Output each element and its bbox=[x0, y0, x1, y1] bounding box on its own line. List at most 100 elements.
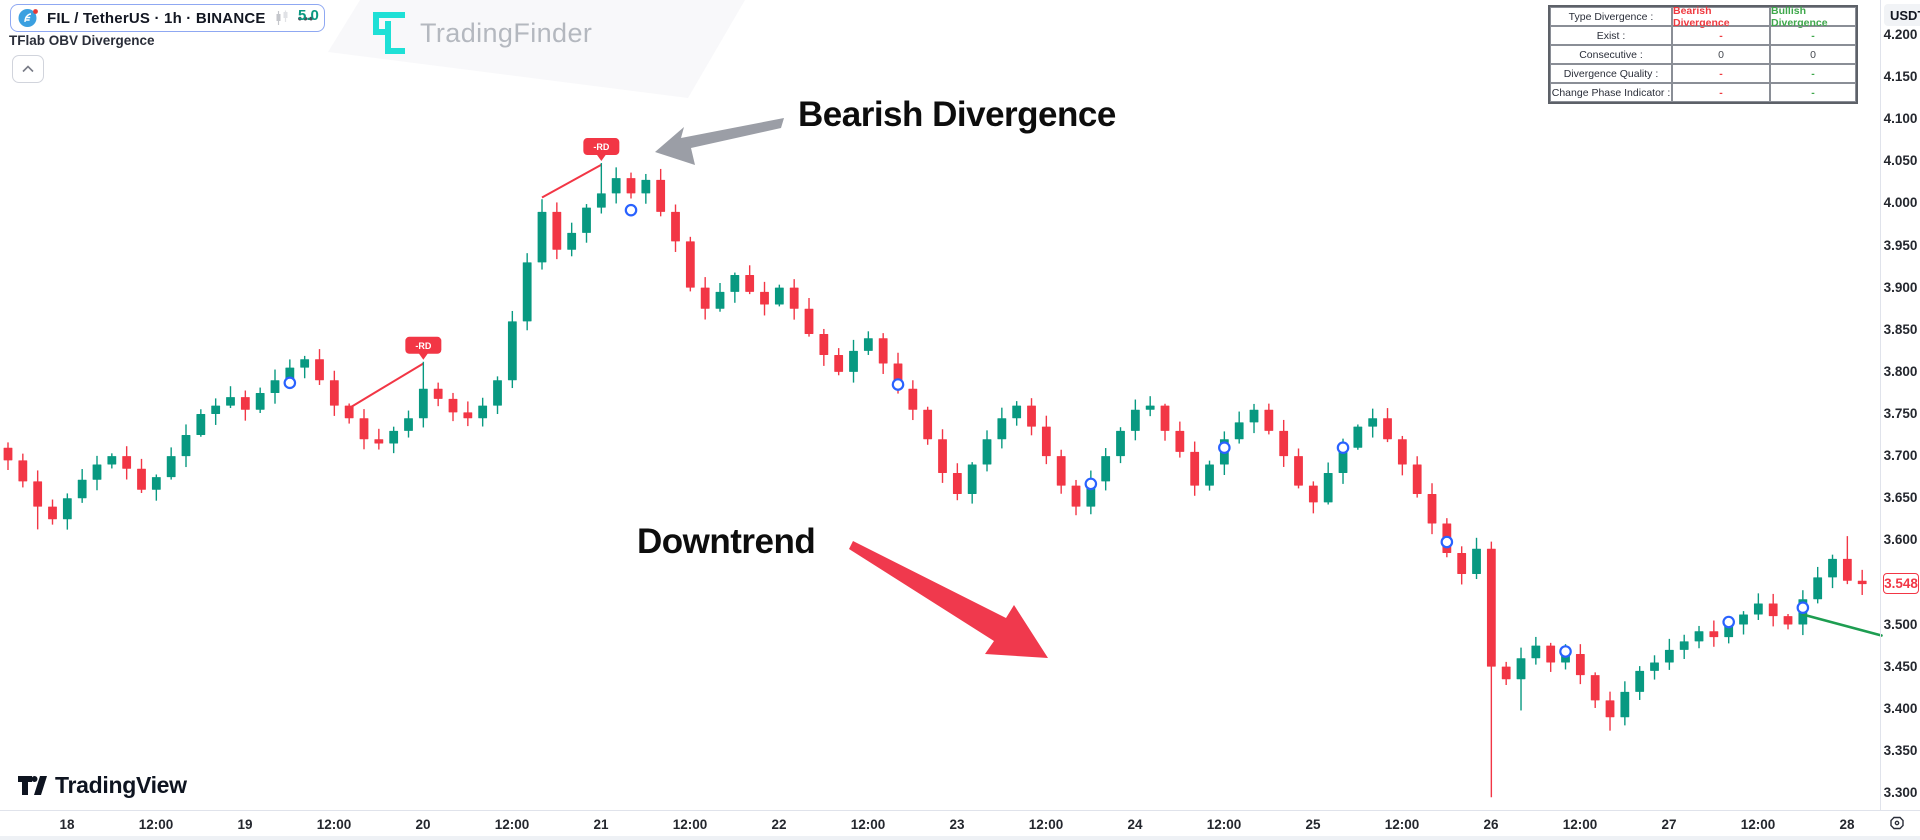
table-cell: 0 bbox=[1770, 45, 1856, 64]
candle-body bbox=[685, 241, 695, 288]
candle-body bbox=[745, 275, 755, 292]
candle-body bbox=[255, 392, 265, 410]
candle-body bbox=[300, 359, 310, 368]
price-tick-label: 3.900 bbox=[1883, 279, 1918, 295]
candle-body bbox=[1857, 580, 1867, 585]
time-tick-label: 18 bbox=[59, 817, 75, 832]
candle-body bbox=[1234, 422, 1244, 440]
divergence-flag: -RD bbox=[405, 336, 442, 360]
table-cell: Change Phase Indicator : bbox=[1550, 83, 1672, 102]
candle-body bbox=[730, 275, 740, 292]
price-tick-label: 3.300 bbox=[1883, 784, 1918, 800]
candle-body bbox=[611, 178, 621, 194]
candle-body bbox=[552, 211, 562, 250]
table-cell: Exist : bbox=[1550, 26, 1672, 45]
candle-body bbox=[1101, 456, 1111, 482]
svg-text:-RD: -RD bbox=[593, 142, 609, 152]
time-axis[interactable]: 18 12:00 19 12:00 20 12:00 21 12:00 22 12:00 23 12:… bbox=[0, 811, 1880, 840]
candle-body bbox=[151, 477, 161, 490]
candle-body bbox=[582, 207, 591, 233]
time-tick-label: 25 bbox=[1305, 817, 1321, 832]
candle-body bbox=[1842, 558, 1852, 581]
price-tick-label: 3.850 bbox=[1883, 321, 1918, 337]
candle-body bbox=[1620, 691, 1630, 718]
price-tick-label: 3.650 bbox=[1883, 490, 1918, 506]
candle-body bbox=[1635, 670, 1645, 692]
symbol-toolbar-pill[interactable]: FIL / TetherUS · 1h · BINANCE ••• bbox=[10, 4, 326, 32]
candle-body bbox=[923, 409, 933, 440]
obv-divergence-marker bbox=[1722, 615, 1735, 629]
obv-divergence-marker bbox=[1559, 645, 1572, 658]
price-axis[interactable]: 4.200 4.150 4.100 4.050 4.000 3.950 3.900 3.850… bbox=[1881, 0, 1920, 810]
obv-divergence-marker bbox=[891, 378, 905, 391]
downtrend-label: Downtrend bbox=[637, 522, 816, 561]
candle-body bbox=[938, 439, 947, 473]
time-tick-label: 24 bbox=[1127, 817, 1143, 832]
candle-body bbox=[1338, 447, 1348, 473]
price-tick-label: 4.100 bbox=[1883, 111, 1918, 127]
candle-style-icon[interactable] bbox=[274, 10, 290, 26]
price-tick-label: 3.600 bbox=[1883, 532, 1918, 548]
candle-body bbox=[1516, 658, 1526, 680]
candle-body bbox=[626, 178, 636, 194]
candle-body bbox=[329, 380, 339, 406]
candle-body bbox=[1205, 464, 1214, 486]
candle-body bbox=[1012, 405, 1022, 419]
obv-divergence-marker bbox=[1440, 535, 1454, 549]
candle-body bbox=[863, 338, 873, 351]
table-cell: - bbox=[1770, 64, 1856, 83]
candle-body bbox=[507, 321, 517, 381]
candle-body bbox=[1694, 631, 1704, 642]
time-tick-label: 22 bbox=[771, 817, 787, 832]
time-tick-label: 12:00 bbox=[1740, 817, 1776, 832]
time-tick-label: 23 bbox=[949, 817, 965, 832]
watermark-band bbox=[328, 0, 745, 98]
price-tick-label: 3.350 bbox=[1883, 742, 1918, 758]
symbol-title: FIL / TetherUS · 1h · BINANCE bbox=[47, 9, 266, 27]
candle-body bbox=[344, 405, 354, 419]
candle-body bbox=[641, 179, 651, 194]
table-cell: Consecutive : bbox=[1550, 45, 1672, 64]
price-axis-currency-toggle[interactable]: USDT bbox=[1884, 4, 1920, 26]
price-tick-label: 3.500 bbox=[1883, 616, 1918, 632]
candle-body bbox=[967, 464, 977, 495]
time-tick-label: 12:00 bbox=[138, 817, 174, 832]
tradingview-logo[interactable]: TradingView bbox=[18, 772, 187, 799]
table-cell: Type Divergence : bbox=[1550, 7, 1672, 26]
axis-settings-gear-icon[interactable] bbox=[1888, 814, 1906, 837]
symbol-more-button[interactable]: ••• bbox=[297, 10, 315, 26]
last-price-badge: 3.548 bbox=[1883, 573, 1919, 594]
candle-body bbox=[1575, 654, 1585, 676]
price-tick-label: 3.800 bbox=[1883, 363, 1918, 379]
time-tick-label: 12:00 bbox=[850, 817, 886, 832]
candle-body bbox=[596, 193, 606, 208]
time-tick-label: 12:00 bbox=[494, 817, 530, 832]
candle-body bbox=[240, 397, 250, 410]
obv-divergence-marker bbox=[1084, 477, 1098, 491]
legend-collapse-button[interactable] bbox=[12, 55, 44, 83]
time-tick-label: 12:00 bbox=[1028, 817, 1064, 832]
candle-body bbox=[1279, 430, 1289, 457]
table-cell: - bbox=[1672, 83, 1770, 102]
candle-body bbox=[1546, 645, 1556, 663]
indicator-legend-title[interactable]: TFlab OBV Divergence bbox=[9, 33, 155, 48]
table-cell: - bbox=[1770, 83, 1856, 102]
candle-body bbox=[849, 350, 858, 372]
candle-body bbox=[389, 430, 399, 444]
divergence-line bbox=[541, 163, 602, 199]
candle-body bbox=[1116, 430, 1125, 457]
candle-body bbox=[1664, 649, 1674, 663]
candle-body bbox=[1590, 675, 1600, 701]
candle-body bbox=[537, 211, 547, 263]
candle-body bbox=[1130, 409, 1140, 431]
candle-body bbox=[1397, 439, 1407, 465]
table-row: Divergence Quality :-- bbox=[1550, 64, 1856, 83]
price-tick-label: 3.450 bbox=[1883, 658, 1918, 674]
candle-body bbox=[1486, 548, 1496, 667]
candle-body bbox=[1501, 666, 1511, 680]
table-cell: Bearish Divergence bbox=[1672, 5, 1770, 29]
candle-body bbox=[1353, 426, 1363, 448]
candle-body bbox=[1739, 614, 1748, 625]
